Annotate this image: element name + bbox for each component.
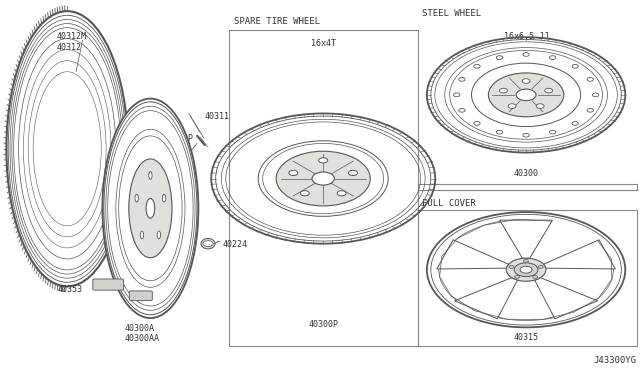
Text: 40312: 40312 (56, 43, 81, 52)
Text: 40300P: 40300P (308, 320, 338, 329)
Text: 40353: 40353 (58, 285, 83, 294)
Circle shape (550, 130, 556, 134)
Ellipse shape (129, 159, 172, 258)
Circle shape (572, 64, 579, 68)
Circle shape (319, 158, 328, 163)
Circle shape (499, 88, 508, 93)
Circle shape (349, 170, 358, 176)
Circle shape (536, 104, 544, 108)
Circle shape (488, 73, 564, 117)
Circle shape (508, 104, 516, 108)
Circle shape (276, 151, 370, 206)
Circle shape (506, 258, 546, 281)
Ellipse shape (163, 194, 166, 202)
Circle shape (203, 241, 213, 247)
Circle shape (587, 78, 593, 81)
Text: 40224: 40224 (223, 240, 248, 249)
Text: 40311: 40311 (205, 112, 230, 121)
Text: 40300: 40300 (163, 144, 188, 153)
Circle shape (515, 276, 520, 278)
Circle shape (545, 88, 553, 93)
Ellipse shape (157, 231, 161, 239)
Circle shape (532, 276, 538, 278)
Circle shape (459, 78, 465, 81)
Circle shape (538, 266, 543, 268)
Text: STEEL WHEEL: STEEL WHEEL (422, 9, 481, 18)
Bar (418, 210, 637, 346)
Circle shape (523, 134, 529, 137)
Text: 40315: 40315 (513, 333, 539, 342)
Circle shape (516, 89, 536, 101)
Ellipse shape (135, 194, 138, 202)
Text: 40300P: 40300P (163, 134, 193, 143)
Circle shape (572, 122, 579, 125)
Circle shape (524, 259, 529, 262)
Text: 40300A: 40300A (125, 324, 155, 333)
Circle shape (497, 56, 502, 60)
Circle shape (520, 266, 532, 273)
Circle shape (289, 170, 298, 176)
Ellipse shape (148, 171, 152, 179)
Circle shape (459, 109, 465, 112)
Circle shape (523, 53, 529, 56)
Circle shape (497, 130, 502, 134)
Circle shape (337, 191, 346, 196)
Circle shape (522, 79, 530, 83)
Text: J43300YG: J43300YG (594, 356, 637, 365)
Text: FULL COVER: FULL COVER (422, 199, 476, 208)
Circle shape (474, 122, 480, 125)
Text: 16x6.5 JJ: 16x6.5 JJ (504, 32, 548, 41)
Text: 16x4T: 16x4T (310, 39, 336, 48)
Text: 40312M: 40312M (56, 32, 86, 41)
Circle shape (514, 263, 538, 277)
Bar (229, 30, 418, 346)
Circle shape (300, 191, 309, 196)
Circle shape (550, 56, 556, 60)
Circle shape (587, 109, 593, 112)
Circle shape (474, 64, 480, 68)
Circle shape (593, 93, 598, 97)
Text: 40300AA: 40300AA (125, 334, 160, 343)
FancyBboxPatch shape (129, 291, 152, 301)
Text: 40300: 40300 (513, 169, 539, 178)
Circle shape (454, 93, 460, 97)
FancyBboxPatch shape (93, 279, 124, 290)
Ellipse shape (102, 99, 198, 318)
Bar (418, 184, 637, 190)
Text: SPARE TIRE WHEEL: SPARE TIRE WHEEL (234, 17, 319, 26)
Ellipse shape (140, 231, 143, 239)
Circle shape (509, 266, 514, 268)
Circle shape (312, 172, 334, 185)
Ellipse shape (146, 198, 155, 218)
Ellipse shape (201, 238, 215, 249)
